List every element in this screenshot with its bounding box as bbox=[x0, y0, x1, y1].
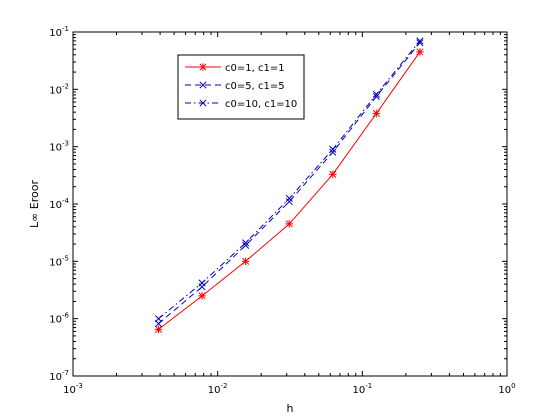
data-point bbox=[154, 315, 163, 323]
y-tick-label: 10-1 bbox=[49, 25, 69, 39]
data-point bbox=[372, 92, 380, 101]
x-tick-label: 10-3 bbox=[63, 382, 83, 396]
data-point bbox=[416, 48, 424, 56]
legend-marker bbox=[199, 81, 207, 89]
legend-label: c0=1, c1=1 bbox=[225, 63, 285, 74]
legend-box bbox=[177, 54, 305, 120]
x-tick-label: 100 bbox=[498, 382, 515, 396]
legend-marker bbox=[199, 63, 207, 71]
data-point bbox=[329, 170, 337, 179]
y-tick-label: 10-4 bbox=[49, 197, 69, 211]
y-tick-label: 10-3 bbox=[49, 140, 69, 154]
legend-label: c0=5, c1=5 bbox=[225, 81, 285, 92]
data-point bbox=[285, 220, 294, 228]
legend-label: c0=10, c1=10 bbox=[225, 99, 297, 110]
data-point bbox=[285, 194, 293, 202]
data-point bbox=[329, 145, 337, 153]
data-point bbox=[242, 239, 250, 247]
x-tick-label: 10-1 bbox=[352, 382, 372, 396]
data-point bbox=[198, 279, 206, 287]
x-tick-label: 10-2 bbox=[208, 382, 228, 396]
data-point bbox=[372, 90, 380, 98]
data-point bbox=[242, 241, 250, 249]
legend-marker bbox=[199, 99, 207, 107]
data-point bbox=[416, 37, 424, 45]
data-point bbox=[285, 198, 293, 206]
data-point bbox=[198, 292, 206, 300]
y-tick-label: 10-7 bbox=[49, 369, 69, 383]
y-tick-label: 10-5 bbox=[49, 254, 69, 268]
data-point bbox=[241, 257, 250, 266]
y-tick-label: 10-2 bbox=[49, 82, 69, 96]
plot-frame bbox=[72, 31, 508, 377]
data-point bbox=[372, 109, 381, 118]
x-axis-label: h bbox=[287, 402, 294, 415]
y-axis-label: L∞ Eroor bbox=[28, 180, 41, 228]
data-point bbox=[154, 325, 163, 334]
data-point bbox=[329, 148, 337, 156]
data-point bbox=[416, 39, 424, 47]
legend: c0=1, c1=1 c0=5, c1=5 c0=10, c1=10 bbox=[177, 54, 305, 120]
y-tick-label: 10-6 bbox=[49, 312, 69, 326]
